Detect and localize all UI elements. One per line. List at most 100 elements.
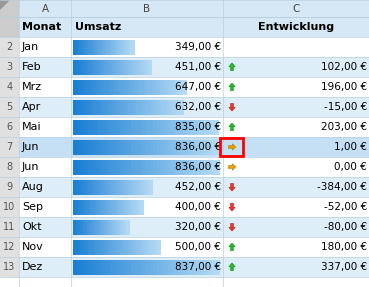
Bar — [147, 239, 150, 255]
Bar — [153, 119, 158, 135]
Bar — [75, 179, 78, 195]
Bar — [102, 139, 107, 154]
Bar — [80, 239, 83, 255]
Bar — [127, 220, 130, 234]
Bar — [153, 160, 158, 174]
Text: 196,00 €: 196,00 € — [321, 82, 367, 92]
Bar — [110, 119, 114, 135]
Bar — [208, 160, 212, 174]
Bar — [131, 100, 134, 115]
Bar — [150, 100, 154, 115]
Bar — [146, 139, 150, 154]
Bar — [120, 259, 125, 274]
Bar — [0, 0, 369, 17]
Bar — [131, 160, 136, 174]
Bar — [80, 160, 85, 174]
Text: 5: 5 — [6, 102, 13, 112]
Bar — [145, 100, 148, 115]
Bar — [0, 237, 19, 257]
Bar — [84, 220, 86, 234]
Bar — [118, 199, 121, 214]
Text: 2: 2 — [6, 42, 13, 52]
Polygon shape — [0, 0, 10, 10]
Bar — [113, 179, 115, 195]
Bar — [126, 40, 128, 55]
Bar — [128, 239, 131, 255]
Bar — [166, 79, 170, 94]
Bar — [111, 100, 115, 115]
Bar — [150, 259, 154, 274]
Bar — [134, 199, 137, 214]
Bar — [0, 157, 369, 177]
Bar — [157, 160, 161, 174]
Bar — [154, 239, 157, 255]
Bar — [77, 239, 80, 255]
Bar — [76, 100, 79, 115]
Bar — [139, 100, 143, 115]
Bar — [95, 139, 99, 154]
Bar — [104, 239, 107, 255]
Bar — [124, 59, 127, 75]
Bar — [201, 259, 205, 274]
Polygon shape — [229, 183, 235, 191]
Bar — [168, 160, 172, 174]
Bar — [107, 179, 109, 195]
Bar — [110, 79, 113, 94]
Bar — [73, 59, 76, 75]
Bar — [96, 79, 99, 94]
Bar — [135, 119, 139, 135]
Text: -52,00 €: -52,00 € — [324, 202, 367, 212]
Text: 7: 7 — [6, 142, 13, 152]
Bar — [197, 259, 201, 274]
Bar — [179, 160, 183, 174]
Bar — [0, 117, 19, 137]
Bar — [97, 179, 99, 195]
Bar — [125, 100, 129, 115]
Bar — [94, 40, 97, 55]
Bar — [105, 220, 107, 234]
Bar — [208, 139, 212, 154]
Text: 8: 8 — [6, 162, 13, 172]
Bar — [114, 179, 117, 195]
Bar — [87, 160, 92, 174]
Bar — [142, 139, 147, 154]
Bar — [150, 179, 153, 195]
Bar — [177, 79, 181, 94]
Bar — [116, 59, 119, 75]
Bar — [138, 59, 141, 75]
Bar — [93, 220, 95, 234]
Bar — [180, 100, 184, 115]
Bar — [85, 59, 87, 75]
Bar — [90, 199, 93, 214]
Bar — [0, 157, 19, 177]
Bar — [125, 239, 128, 255]
Bar — [215, 259, 220, 274]
Bar — [107, 79, 110, 94]
Bar — [87, 119, 92, 135]
Bar — [149, 119, 154, 135]
Bar — [114, 220, 115, 234]
Bar — [139, 259, 143, 274]
Bar — [153, 100, 156, 115]
Bar — [136, 239, 139, 255]
Bar — [146, 179, 149, 195]
Bar — [169, 100, 173, 115]
Bar — [117, 199, 119, 214]
Bar — [95, 160, 99, 174]
Bar — [157, 119, 161, 135]
Bar — [120, 119, 125, 135]
Bar — [186, 139, 190, 154]
Bar — [79, 79, 82, 94]
Bar — [201, 160, 205, 174]
Bar — [94, 59, 97, 75]
Bar — [110, 160, 114, 174]
Text: 0,00 €: 0,00 € — [334, 162, 367, 172]
Bar — [95, 220, 97, 234]
Bar — [124, 139, 128, 154]
Bar — [172, 160, 176, 174]
Bar — [112, 239, 115, 255]
Bar — [134, 179, 137, 195]
Text: 647,00 €: 647,00 € — [175, 82, 221, 92]
Bar — [134, 59, 137, 75]
Bar — [118, 59, 121, 75]
